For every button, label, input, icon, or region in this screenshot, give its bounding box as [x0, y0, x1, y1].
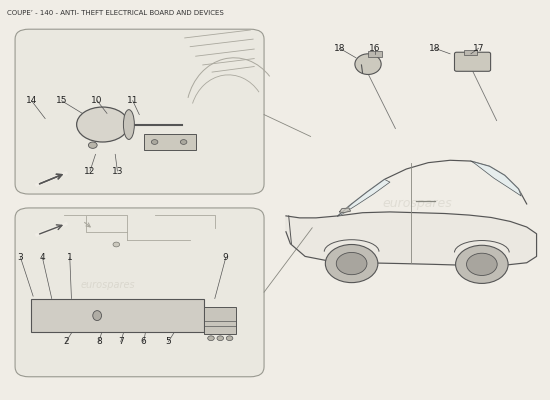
Text: 13: 13 — [112, 166, 123, 176]
Text: 3: 3 — [18, 253, 24, 262]
FancyBboxPatch shape — [368, 51, 382, 57]
FancyBboxPatch shape — [454, 52, 491, 71]
Text: 4: 4 — [40, 253, 45, 262]
Text: eurospares: eurospares — [382, 198, 452, 210]
Circle shape — [326, 244, 378, 283]
Polygon shape — [339, 208, 350, 213]
Text: 17: 17 — [473, 44, 485, 53]
Text: 15: 15 — [56, 96, 67, 105]
Text: 9: 9 — [223, 253, 229, 262]
Text: 5: 5 — [166, 337, 171, 346]
FancyBboxPatch shape — [204, 307, 235, 334]
Text: 18: 18 — [334, 44, 345, 53]
Text: eurospares: eurospares — [81, 280, 135, 290]
FancyBboxPatch shape — [15, 29, 264, 194]
Text: 14: 14 — [26, 96, 37, 105]
Ellipse shape — [123, 110, 134, 140]
Polygon shape — [338, 179, 390, 216]
Circle shape — [208, 336, 214, 341]
Circle shape — [226, 336, 233, 341]
Text: 6: 6 — [141, 337, 146, 346]
Text: eurospares: eurospares — [81, 116, 135, 126]
Text: 11: 11 — [127, 96, 139, 105]
Circle shape — [113, 242, 119, 247]
Text: 2: 2 — [63, 337, 69, 346]
FancyBboxPatch shape — [15, 208, 264, 377]
Circle shape — [217, 336, 223, 341]
Circle shape — [466, 253, 497, 276]
Text: 16: 16 — [369, 44, 381, 53]
Circle shape — [89, 142, 97, 148]
Circle shape — [336, 252, 367, 275]
Text: 18: 18 — [429, 44, 441, 53]
FancyBboxPatch shape — [144, 134, 196, 150]
Ellipse shape — [76, 107, 129, 142]
Text: 7: 7 — [118, 337, 124, 346]
Ellipse shape — [93, 311, 102, 320]
Text: 12: 12 — [84, 166, 96, 176]
FancyBboxPatch shape — [31, 299, 204, 332]
Polygon shape — [471, 161, 521, 196]
Text: 1: 1 — [67, 253, 73, 262]
Circle shape — [151, 140, 158, 144]
Text: 8: 8 — [96, 337, 102, 346]
Polygon shape — [286, 212, 537, 266]
Circle shape — [455, 245, 508, 284]
FancyBboxPatch shape — [464, 50, 477, 55]
Ellipse shape — [355, 54, 381, 74]
Text: 10: 10 — [91, 96, 103, 105]
Text: COUPE’ - 140 - ANTI- THEFT ELECTRICAL BOARD AND DEVICES: COUPE’ - 140 - ANTI- THEFT ELECTRICAL BO… — [7, 10, 224, 16]
Circle shape — [180, 140, 187, 144]
